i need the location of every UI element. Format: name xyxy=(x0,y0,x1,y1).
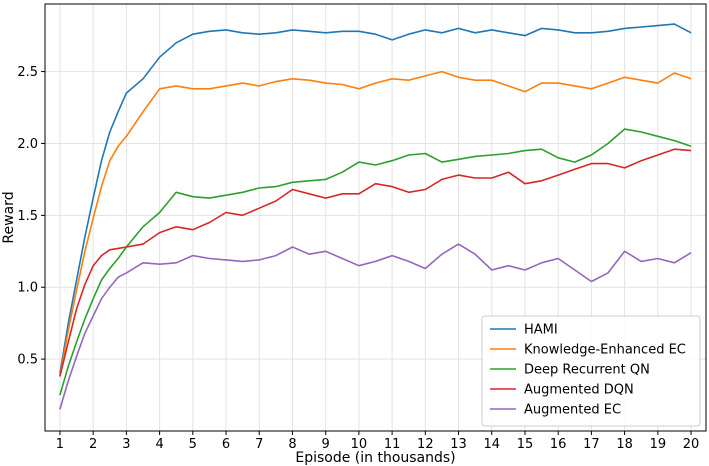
x-tick-label: 11 xyxy=(384,437,401,452)
x-tick-label: 5 xyxy=(189,437,197,452)
y-axis: 0.5 1.0 1.5 2.0 2.5 xyxy=(17,65,45,368)
legend-label: HAMI xyxy=(524,323,558,338)
x-tick-label: 6 xyxy=(222,437,230,452)
y-tick-label: 1.0 xyxy=(17,281,38,296)
y-tick-label: 0.5 xyxy=(17,353,38,368)
legend: HAMI Knowledge-Enhanced EC Deep Recurrent … xyxy=(481,315,701,427)
legend-box xyxy=(481,315,701,427)
legend-label: Deep Recurrent QN xyxy=(524,363,650,378)
plot-frame xyxy=(44,3,707,432)
x-tick-label: 19 xyxy=(650,437,667,452)
x-tick-label: 20 xyxy=(683,437,700,452)
y-tick-label: 1.5 xyxy=(17,209,38,224)
x-tick-label: 17 xyxy=(583,437,600,452)
legend-label: Augmented EC xyxy=(524,403,621,418)
series-line-0 xyxy=(59,23,692,374)
series-line-1 xyxy=(59,70,692,377)
x-tick-label: 3 xyxy=(122,437,130,452)
legend-label: Knowledge-Enhanced EC xyxy=(524,343,686,358)
x-tick-label: 10 xyxy=(351,437,368,452)
y-axis-title: Reward xyxy=(1,191,17,243)
legend-label: Augmented DQN xyxy=(524,383,634,398)
x-tick-label: 8 xyxy=(288,437,296,452)
x-tick-label: 2 xyxy=(89,437,97,452)
series-line-4 xyxy=(59,243,692,410)
series-lines xyxy=(59,23,692,410)
x-tick-label: 15 xyxy=(517,437,534,452)
x-tick-label: 4 xyxy=(155,437,163,452)
x-tick-label: 18 xyxy=(616,437,633,452)
x-tick-label: 14 xyxy=(483,437,500,452)
x-axis: 1 2 3 4 5 6 7 8 9 10 11 12 13 14 15 16 17 18 19 20 xyxy=(56,431,700,452)
x-tick-label: 9 xyxy=(322,437,330,452)
x-axis-title: Episode (in thousands) xyxy=(295,450,455,466)
x-tick-label: 1 xyxy=(56,437,64,452)
x-tick-label: 16 xyxy=(550,437,567,452)
x-tick-label: 12 xyxy=(417,437,434,452)
y-tick-label: 2.5 xyxy=(17,65,38,80)
y-tick-label: 2.0 xyxy=(17,137,38,152)
x-tick-label: 13 xyxy=(450,437,467,452)
series-line-3 xyxy=(59,148,692,377)
series-line-2 xyxy=(59,128,692,396)
x-tick-label: 7 xyxy=(255,437,263,452)
